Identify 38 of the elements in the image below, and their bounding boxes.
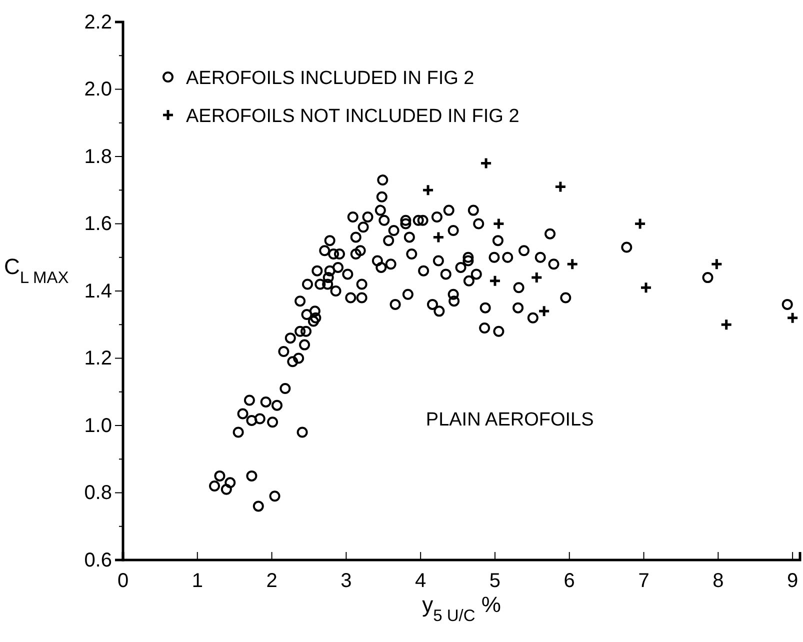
point — [432, 230, 445, 244]
y-axis-title: C$_{L MAX}$ — [4, 254, 69, 288]
x-axis-title: y$_{5 U/C}$ % — [422, 592, 501, 625]
point — [492, 218, 505, 230]
point — [538, 304, 550, 318]
legend-label: AEROFOILS NOT INCLUDED IN FIG 2 — [186, 106, 520, 127]
annotation: PLAIN AEROFOILS — [426, 410, 594, 430]
x-tick-label: 3 — [340, 570, 352, 592]
x-tick-label: 4 — [415, 570, 426, 592]
y-tick-label: 0.6 — [84, 549, 112, 572]
y-tick-label: 2.0 — [84, 78, 112, 101]
point — [530, 271, 543, 284]
y-tick-label: 1.4 — [84, 280, 112, 302]
y-tick-label: 1.8 — [84, 146, 112, 168]
point — [640, 281, 652, 294]
x-tick-label: 9 — [787, 570, 798, 592]
y-tick-label: 1.6 — [84, 213, 112, 236]
x-tick-label: 7 — [638, 570, 650, 592]
point — [480, 156, 492, 170]
y-tick-label: 1.0 — [84, 414, 112, 437]
x-tick-label: 6 — [564, 570, 575, 592]
x-tick-label: 8 — [712, 570, 724, 592]
y-tick-label: 1.2 — [84, 348, 112, 370]
x-tick-label: 1 — [192, 570, 203, 592]
point — [422, 184, 434, 196]
point — [634, 218, 646, 230]
legend-label: AEROFOILS INCLUDED IN FIG 2 — [186, 68, 474, 89]
point — [566, 258, 579, 270]
y-tick-label: 0.8 — [84, 482, 112, 504]
point — [488, 274, 502, 288]
point — [710, 258, 723, 270]
x-tick-label: 0 — [117, 570, 129, 592]
x-tick-label: 2 — [266, 570, 278, 592]
point — [720, 318, 733, 331]
point — [554, 180, 567, 194]
point — [786, 312, 799, 324]
y-tick-label: 2.2 — [84, 11, 112, 34]
x-tick-label: 5 — [489, 570, 501, 592]
